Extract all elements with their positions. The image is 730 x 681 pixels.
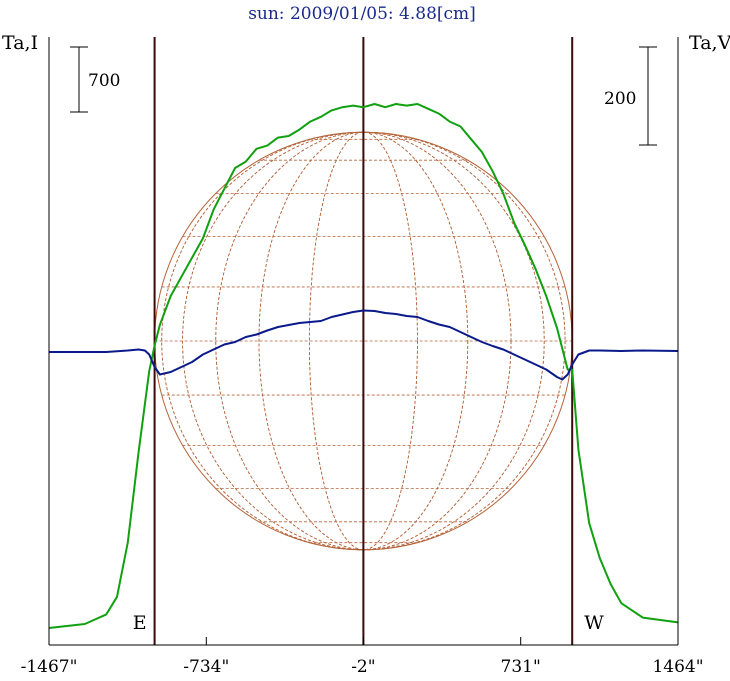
scale-bar-left xyxy=(70,46,88,113)
series-line-tai xyxy=(48,103,679,629)
scale-right-label: 200 xyxy=(604,89,636,109)
x-tick-label: -2" xyxy=(351,657,375,677)
limb-label-west: W xyxy=(584,612,604,634)
x-tick-label: 731" xyxy=(501,657,541,677)
series-layer xyxy=(48,103,679,629)
longitude-line xyxy=(308,131,418,551)
y-axis-label-right: Ta,V xyxy=(689,32,730,54)
scale-left-label: 700 xyxy=(88,71,120,91)
series-line-tav xyxy=(49,309,679,381)
x-axis-ticks: -1467" -734" -2" 731" 1464" xyxy=(21,637,704,677)
x-tick-label: -734" xyxy=(183,657,229,677)
x-tick-label: -1467" xyxy=(21,657,78,677)
limb-label-east: E xyxy=(133,612,147,634)
scale-bar-right xyxy=(639,46,657,146)
y-axis-label-left: Ta,I xyxy=(2,32,38,54)
x-tick-label: 1464" xyxy=(652,657,703,677)
limb-lines xyxy=(153,37,574,645)
chart-title: sun: 2009/01/05: 4.88[cm] xyxy=(248,4,476,24)
